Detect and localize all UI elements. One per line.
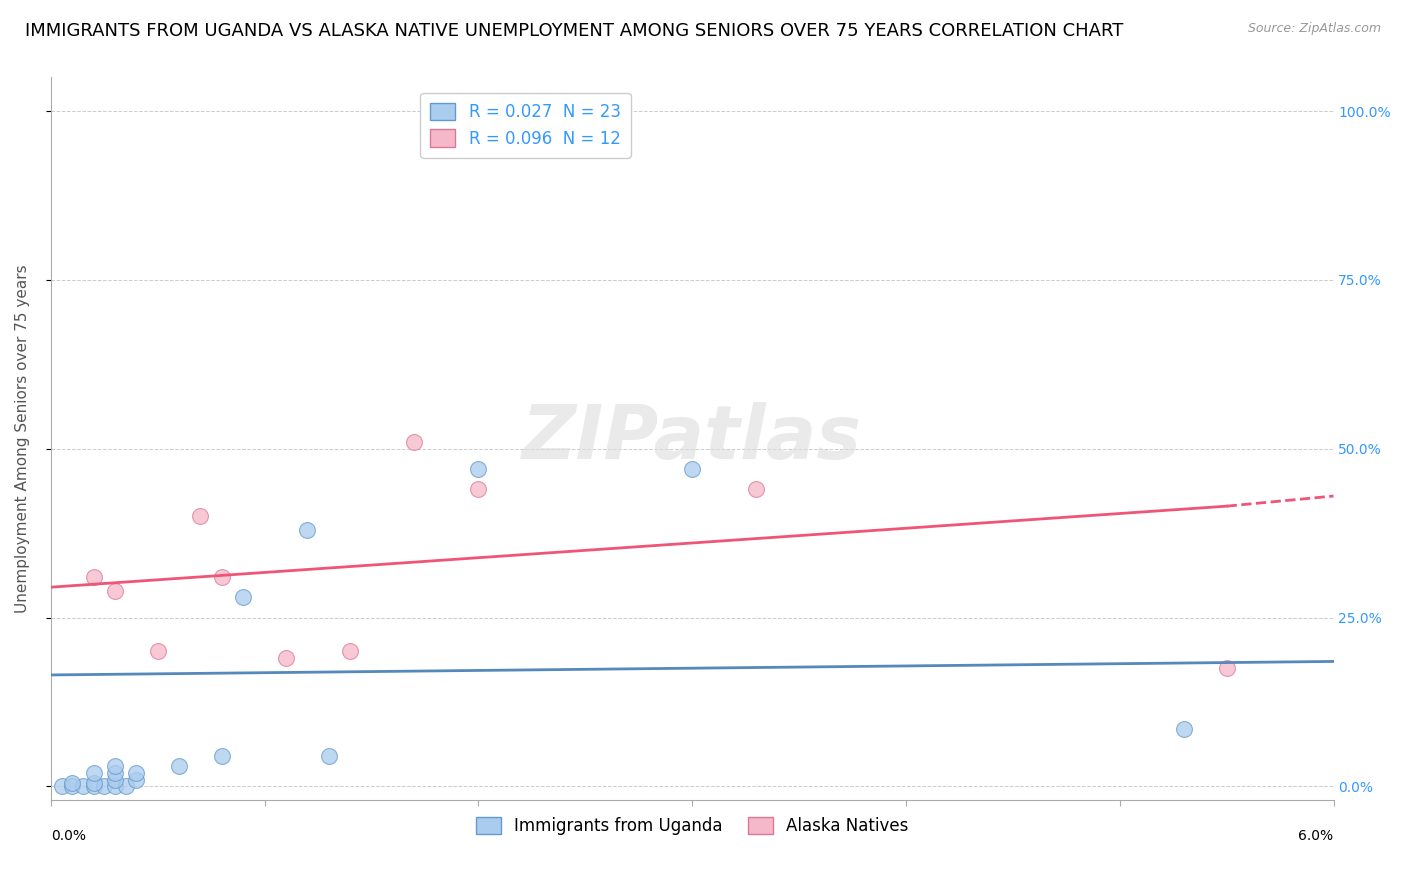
Point (83, 776, 105, 790)
Point (297, 523, 319, 537)
Point (72, 780, 94, 794)
Legend: Immigrants from Uganda, Alaska Natives: Immigrants from Uganda, Alaska Natives (470, 811, 915, 842)
Point (339, 644, 361, 658)
Point (60, 776, 83, 790)
Point (467, 483, 489, 497)
Point (104, 780, 127, 794)
Text: Source: ZipAtlas.com: Source: ZipAtlas.com (1247, 22, 1381, 36)
Point (211, 748, 233, 763)
Point (83, 780, 105, 794)
Point (93, 780, 115, 794)
Point (1173, 722, 1195, 736)
Point (1215, 661, 1237, 675)
Point (318, 748, 340, 763)
Point (51, 780, 73, 794)
Point (83, 570, 105, 584)
Point (404, 435, 426, 450)
Point (104, 765, 127, 780)
Point (467, 462, 489, 476)
Point (125, 765, 148, 780)
Y-axis label: Unemployment Among Seniors over 75 years: Unemployment Among Seniors over 75 years (15, 264, 30, 613)
Text: IMMIGRANTS FROM UGANDA VS ALASKA NATIVE UNEMPLOYMENT AMONG SENIORS OVER 75 YEARS: IMMIGRANTS FROM UGANDA VS ALASKA NATIVE … (25, 22, 1123, 40)
Point (681, 462, 703, 476)
Point (125, 772, 148, 787)
Point (60, 780, 83, 794)
Text: 0.0%: 0.0% (51, 829, 86, 843)
Point (114, 780, 136, 794)
Point (146, 644, 169, 658)
Point (232, 591, 254, 605)
Point (104, 759, 127, 773)
Point (274, 651, 297, 665)
Point (211, 570, 233, 584)
Text: ZIPatlas: ZIPatlas (522, 402, 862, 475)
Text: 6.0%: 6.0% (1298, 829, 1333, 843)
Point (83, 765, 105, 780)
Point (104, 772, 127, 787)
Point (104, 583, 127, 598)
Point (190, 509, 212, 524)
Point (167, 759, 190, 773)
Point (745, 483, 768, 497)
